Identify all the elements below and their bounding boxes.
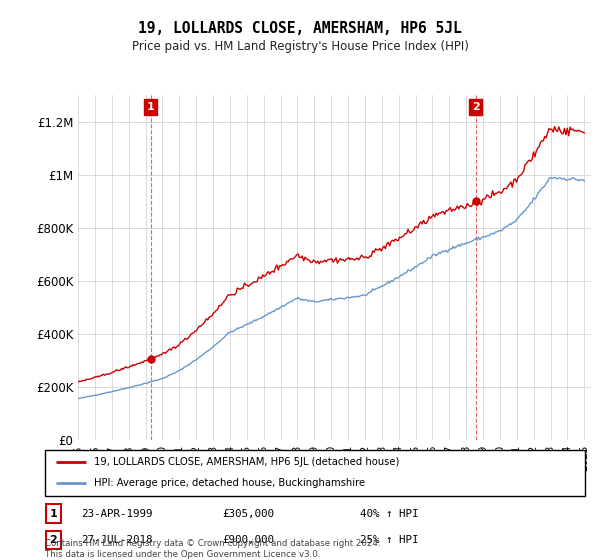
Text: 2: 2 <box>50 535 57 545</box>
Text: 23-APR-1999: 23-APR-1999 <box>81 508 152 519</box>
Text: £305,000: £305,000 <box>222 508 274 519</box>
Text: 19, LOLLARDS CLOSE, AMERSHAM, HP6 5JL: 19, LOLLARDS CLOSE, AMERSHAM, HP6 5JL <box>138 21 462 36</box>
Text: 1: 1 <box>147 102 155 112</box>
Text: Contains HM Land Registry data © Crown copyright and database right 2024.
This d: Contains HM Land Registry data © Crown c… <box>45 539 380 559</box>
Text: 19, LOLLARDS CLOSE, AMERSHAM, HP6 5JL (detached house): 19, LOLLARDS CLOSE, AMERSHAM, HP6 5JL (d… <box>94 457 399 467</box>
Text: 2: 2 <box>472 102 479 112</box>
Text: 40% ↑ HPI: 40% ↑ HPI <box>360 508 419 519</box>
Text: £900,000: £900,000 <box>222 535 274 545</box>
Text: 25% ↑ HPI: 25% ↑ HPI <box>360 535 419 545</box>
Text: 1: 1 <box>50 508 57 519</box>
Text: 27-JUL-2018: 27-JUL-2018 <box>81 535 152 545</box>
Text: HPI: Average price, detached house, Buckinghamshire: HPI: Average price, detached house, Buck… <box>94 478 365 488</box>
FancyBboxPatch shape <box>45 450 585 496</box>
FancyBboxPatch shape <box>46 531 61 549</box>
Text: Price paid vs. HM Land Registry's House Price Index (HPI): Price paid vs. HM Land Registry's House … <box>131 40 469 53</box>
FancyBboxPatch shape <box>46 505 61 522</box>
